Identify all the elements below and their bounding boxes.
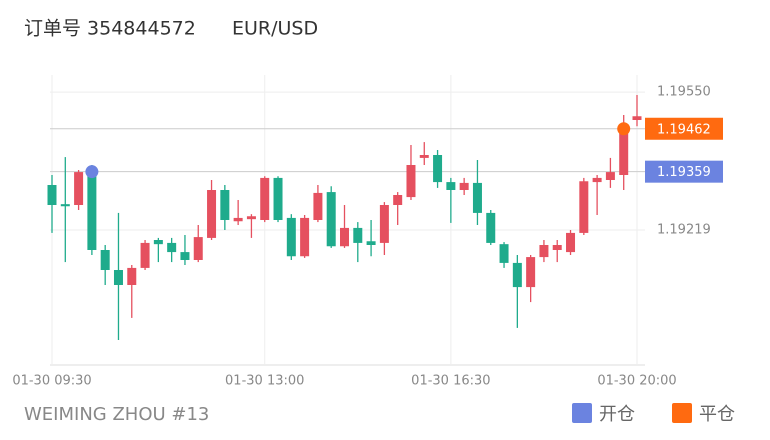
x-tick-label: 01-30 09:30 [12,374,91,389]
candle-body [539,245,549,258]
candle-body [193,237,203,260]
candle-body [446,182,456,190]
candle-body [47,185,57,205]
x-tick-label: 01-30 16:30 [411,374,490,389]
candle-body [419,155,429,158]
candle-body [592,177,602,183]
candle-body [526,257,536,288]
legend-label: 开仓 [599,404,635,425]
candle-body [313,192,323,220]
legend-swatch [572,403,592,423]
candle-body [406,165,416,198]
x-tick-label: 01-30 13:00 [225,374,304,389]
candle-body [233,217,243,222]
price-tag-label: 1.19462 [657,122,711,137]
candle-body [286,217,296,257]
candle-body [393,195,403,205]
candle-body [167,242,177,253]
plot-area [50,75,645,365]
order-number: 订单号 354844572 [24,18,196,40]
price-tag [645,117,723,140]
candle-body [260,177,270,220]
candle-body [552,245,562,250]
candle-body [207,190,217,238]
candle-body [153,240,163,245]
candle-body [60,204,70,207]
candle-body [87,175,97,250]
legend-swatch [672,403,692,423]
candle-body [273,177,283,220]
candle-body [379,205,389,243]
candle-body [340,227,349,247]
legend-label: 平仓 [699,404,735,425]
candle-body [486,212,496,243]
y-tick-label: 1.19219 [657,223,711,238]
candle-body [140,242,150,268]
candle-body [512,262,522,288]
price-tag-label: 1.19359 [657,165,711,180]
candle-body [74,172,84,205]
candle-body [579,181,589,233]
candle-body [459,182,469,190]
candle-body [100,250,110,270]
candle-body [366,241,376,245]
price-tag [645,160,723,183]
candle-body [605,172,615,180]
y-tick-label: 1.19550 [657,85,711,100]
candle-body [566,232,576,253]
candle-body [220,190,230,220]
footer: WEIMING ZHOU #13 [24,404,209,425]
candle-body [246,216,256,220]
candle-body [499,244,509,263]
candle-body [113,270,123,285]
candle-body [300,217,310,257]
trade-marker [617,122,631,136]
candle-body [326,192,336,247]
candle-body [433,155,443,183]
trade-marker [85,165,99,179]
candle-body [472,182,482,213]
symbol: EUR/USD [232,18,318,40]
candle-body [127,267,137,285]
candle-body [619,130,629,175]
candle-body [353,227,363,243]
x-tick-label: 01-30 20:00 [597,374,676,389]
candle-body [632,116,642,120]
candle-body [180,252,190,260]
